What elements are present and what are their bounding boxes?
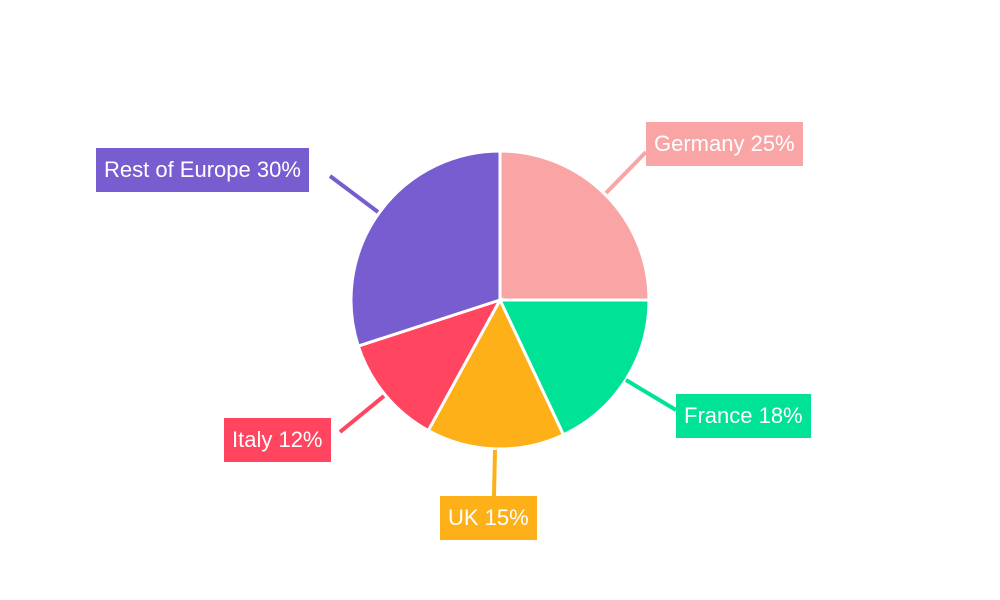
slice-italy[interactable]: [356, 297, 504, 433]
leader-line-france: [624, 378, 678, 412]
leader-line-uk: [492, 449, 497, 497]
label-rest-of-europe: Rest of Europe 30%: [96, 148, 309, 192]
label-italy: Italy 12%: [224, 418, 331, 462]
slice-germany[interactable]: [498, 149, 651, 302]
leader-line-germany: [604, 150, 648, 195]
leader-line-italy: [338, 394, 386, 434]
leader-line-rest-of-europe: [328, 174, 380, 214]
label-france: France 18%: [676, 394, 811, 438]
slice-france[interactable]: [497, 298, 651, 437]
slice-rest-of-europe[interactable]: [349, 149, 502, 348]
label-uk: UK 15%: [440, 496, 537, 540]
label-germany: Germany 25%: [646, 122, 803, 166]
slice-uk[interactable]: [426, 296, 566, 451]
